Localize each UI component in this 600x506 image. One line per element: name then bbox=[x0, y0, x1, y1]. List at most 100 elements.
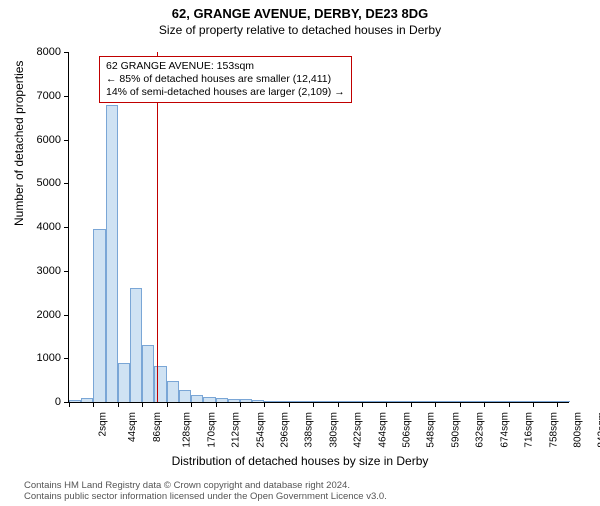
x-tick bbox=[142, 402, 143, 407]
histogram-bar bbox=[325, 401, 337, 402]
y-tick bbox=[64, 315, 69, 316]
x-tick-label: 128sqm bbox=[182, 412, 193, 448]
histogram-bar bbox=[167, 381, 179, 402]
x-tick bbox=[69, 402, 70, 407]
x-tick-label: 212sqm bbox=[231, 412, 242, 448]
y-tick-label: 7000 bbox=[21, 90, 61, 102]
histogram-bar bbox=[264, 401, 276, 402]
histogram-bar bbox=[289, 401, 301, 402]
x-tick-label: 464sqm bbox=[377, 412, 388, 448]
x-tick-label: 86sqm bbox=[152, 412, 163, 442]
chart-container: 62, GRANGE AVENUE, DERBY, DE23 8DG Size … bbox=[0, 6, 600, 506]
histogram-bar bbox=[69, 400, 81, 402]
histogram-bar bbox=[545, 401, 557, 402]
histogram-bar bbox=[484, 401, 496, 402]
x-tick-label: 422sqm bbox=[353, 412, 364, 448]
x-tick-label: 506sqm bbox=[402, 412, 413, 448]
x-tick bbox=[118, 402, 119, 407]
histogram-bar bbox=[93, 229, 105, 402]
histogram-bar bbox=[533, 401, 545, 402]
x-tick-label: 380sqm bbox=[328, 412, 339, 448]
y-tick bbox=[64, 96, 69, 97]
x-tick-label: 44sqm bbox=[127, 412, 138, 442]
reference-line bbox=[157, 52, 158, 402]
histogram-bar bbox=[521, 401, 533, 402]
y-tick-label: 2000 bbox=[21, 309, 61, 321]
histogram-bar bbox=[362, 401, 374, 402]
y-tick bbox=[64, 227, 69, 228]
y-tick-label: 6000 bbox=[21, 134, 61, 146]
y-tick bbox=[64, 140, 69, 141]
x-tick-label: 758sqm bbox=[548, 412, 559, 448]
histogram-bar bbox=[386, 401, 398, 402]
annotation-line: 62 GRANGE AVENUE: 153sqm bbox=[106, 60, 345, 73]
chart-title: 62, GRANGE AVENUE, DERBY, DE23 8DG bbox=[0, 6, 600, 21]
histogram-bar bbox=[228, 399, 240, 402]
y-tick-label: 4000 bbox=[21, 221, 61, 233]
x-tick-label: 800sqm bbox=[573, 412, 584, 448]
histogram-bar bbox=[509, 401, 521, 402]
x-tick-label: 590sqm bbox=[450, 412, 461, 448]
histogram-bar bbox=[179, 390, 191, 402]
histogram-bar bbox=[252, 400, 264, 402]
histogram-bar bbox=[106, 105, 118, 403]
histogram-bar bbox=[216, 398, 228, 402]
histogram-bar bbox=[338, 401, 350, 402]
x-tick bbox=[216, 402, 217, 407]
x-tick bbox=[362, 402, 363, 407]
y-tick bbox=[64, 52, 69, 53]
x-tick-label: 296sqm bbox=[280, 412, 291, 448]
histogram-bar bbox=[191, 395, 203, 402]
histogram-bar bbox=[118, 363, 130, 402]
histogram-bar bbox=[81, 398, 93, 402]
histogram-bar bbox=[411, 401, 423, 402]
histogram-bar bbox=[142, 345, 154, 402]
histogram-bar bbox=[460, 401, 472, 402]
x-tick-label: 716sqm bbox=[524, 412, 535, 448]
x-tick bbox=[313, 402, 314, 407]
y-tick-label: 1000 bbox=[21, 352, 61, 364]
x-tick-label: 548sqm bbox=[426, 412, 437, 448]
x-tick bbox=[435, 402, 436, 407]
histogram-bar bbox=[301, 401, 313, 402]
x-tick-label: 2sqm bbox=[97, 412, 108, 436]
histogram-bar bbox=[374, 401, 386, 402]
x-tick bbox=[386, 402, 387, 407]
x-tick-label: 674sqm bbox=[499, 412, 510, 448]
annotation-box: 62 GRANGE AVENUE: 153sqm← 85% of detache… bbox=[99, 56, 352, 103]
x-axis-label: Distribution of detached houses by size … bbox=[0, 454, 600, 468]
plot-area: 0100020003000400050006000700080002sqm44s… bbox=[68, 52, 569, 403]
x-tick-label: 170sqm bbox=[206, 412, 217, 448]
x-tick bbox=[338, 402, 339, 407]
histogram-bar bbox=[277, 401, 289, 402]
x-tick bbox=[167, 402, 168, 407]
x-tick-label: 338sqm bbox=[304, 412, 315, 448]
y-tick bbox=[64, 271, 69, 272]
histogram-bar bbox=[240, 399, 252, 402]
histogram-bar bbox=[203, 397, 215, 402]
histogram-bar bbox=[435, 401, 447, 402]
histogram-bar bbox=[130, 288, 142, 402]
x-tick bbox=[264, 402, 265, 407]
y-tick bbox=[64, 358, 69, 359]
histogram-bar bbox=[557, 401, 569, 402]
histogram-bar bbox=[313, 401, 325, 402]
y-tick-label: 3000 bbox=[21, 265, 61, 277]
y-tick bbox=[64, 183, 69, 184]
x-tick bbox=[460, 402, 461, 407]
x-tick bbox=[411, 402, 412, 407]
histogram-bar bbox=[496, 401, 508, 402]
x-tick bbox=[557, 402, 558, 407]
histogram-bar bbox=[447, 401, 459, 402]
x-tick bbox=[93, 402, 94, 407]
y-tick-label: 5000 bbox=[21, 177, 61, 189]
histogram-bar bbox=[350, 401, 362, 402]
x-tick-label: 254sqm bbox=[255, 412, 266, 448]
x-tick bbox=[533, 402, 534, 407]
y-tick-label: 0 bbox=[21, 396, 61, 408]
histogram-bar bbox=[399, 401, 411, 402]
annotation-line: ← 85% of detached houses are smaller (12… bbox=[106, 73, 345, 86]
attribution-text: Contains HM Land Registry data © Crown c… bbox=[24, 480, 387, 502]
x-tick-label: 632sqm bbox=[475, 412, 486, 448]
y-tick-label: 8000 bbox=[21, 46, 61, 58]
